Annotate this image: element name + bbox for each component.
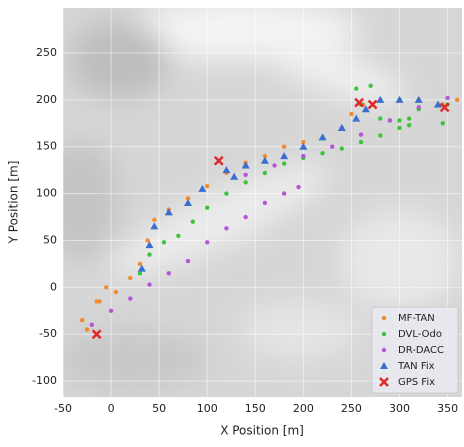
legend-marker [382, 348, 386, 352]
x-tick-label: 0 [108, 402, 115, 415]
point [128, 296, 132, 300]
y-tick-label: 150 [36, 140, 57, 153]
point [205, 184, 209, 188]
point [378, 133, 382, 137]
point [224, 226, 228, 230]
x-tick-label: 50 [152, 402, 166, 415]
legend-label: GPS Fix [398, 377, 435, 388]
y-tick-label: 0 [50, 280, 57, 293]
point [368, 84, 372, 88]
point [320, 151, 324, 155]
point [97, 299, 101, 303]
point [114, 290, 118, 294]
point [243, 180, 247, 184]
point [162, 240, 166, 244]
x-tick-label: 150 [245, 402, 266, 415]
point [109, 309, 113, 313]
x-tick-label: 200 [293, 402, 314, 415]
point [296, 185, 300, 189]
x-tick-label: 100 [197, 402, 218, 415]
point [272, 163, 276, 167]
point [263, 201, 267, 205]
point [167, 271, 171, 275]
point [224, 191, 228, 195]
y-tick-label: 250 [36, 46, 57, 59]
point [104, 285, 108, 289]
point [152, 218, 156, 222]
legend-marker [382, 332, 386, 336]
point [407, 116, 411, 120]
point [205, 205, 209, 209]
point [417, 105, 421, 109]
point [301, 154, 305, 158]
x-tick-label: 350 [437, 402, 458, 415]
x-axis-label: X Position [m] [220, 424, 304, 438]
point [147, 282, 151, 286]
point [455, 98, 459, 102]
point [80, 318, 84, 322]
legend-label: DR-DACC [398, 345, 444, 356]
point [330, 145, 334, 149]
point [90, 323, 94, 327]
legend-label: TAN Fix [397, 361, 435, 372]
point [445, 96, 449, 100]
x-tick-label: 250 [341, 402, 362, 415]
point [397, 118, 401, 122]
point [407, 123, 411, 127]
point [388, 118, 392, 122]
point [85, 327, 89, 331]
y-tick-label: -50 [39, 327, 57, 340]
legend-marker [382, 316, 386, 320]
y-tick-label: 100 [36, 187, 57, 200]
y-tick-label: 200 [36, 93, 57, 106]
x-tick-label: -50 [54, 402, 72, 415]
y-tick-label: -100 [32, 374, 57, 387]
point [282, 161, 286, 165]
point [354, 86, 358, 90]
point [191, 220, 195, 224]
y-axis-label: Y Position [m] [7, 161, 21, 245]
point [282, 145, 286, 149]
legend-label: DVL-Odo [398, 329, 442, 340]
point [243, 173, 247, 177]
point [340, 146, 344, 150]
point [176, 234, 180, 238]
point [243, 215, 247, 219]
point [359, 132, 363, 136]
point [359, 140, 363, 144]
point [128, 276, 132, 280]
point [186, 259, 190, 263]
chart: X Position [m] Y Position [m] MF-TAN DVL-… [0, 0, 464, 443]
point [263, 171, 267, 175]
point [378, 116, 382, 120]
x-tick-label: 300 [389, 402, 410, 415]
point [138, 271, 142, 275]
point [147, 252, 151, 256]
point [397, 126, 401, 130]
legend-label: MF-TAN [398, 313, 435, 324]
point [205, 240, 209, 244]
point [441, 121, 445, 125]
point [349, 112, 353, 116]
y-tick-label: 50 [43, 233, 57, 246]
point [282, 191, 286, 195]
